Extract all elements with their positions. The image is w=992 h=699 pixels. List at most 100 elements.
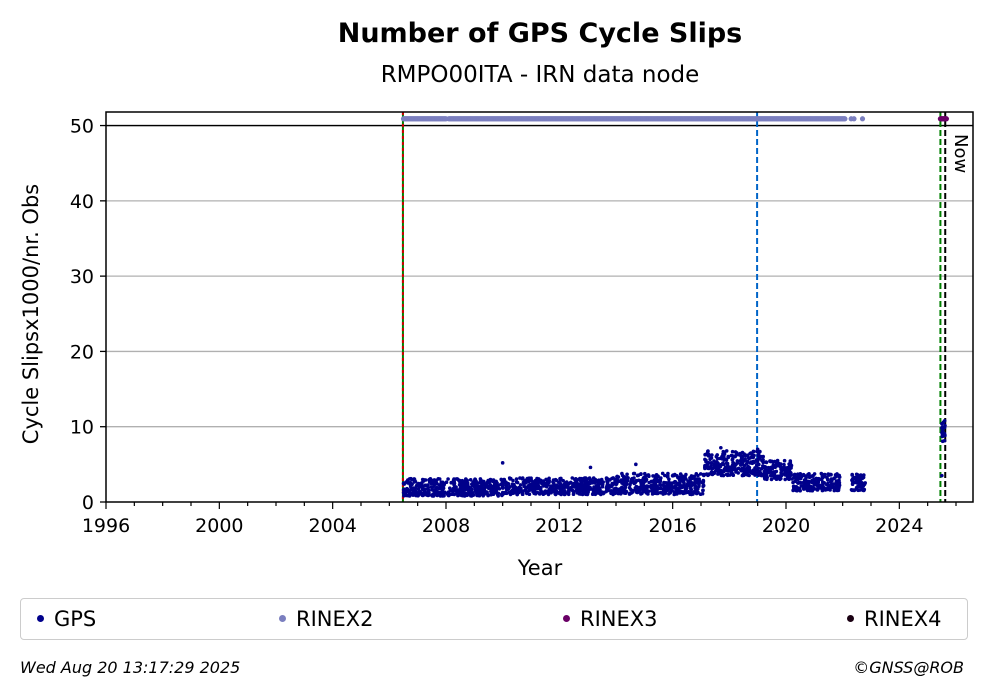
gps-point	[559, 492, 563, 496]
gps-point	[406, 481, 410, 485]
gps-point	[508, 477, 512, 481]
gps-point	[451, 492, 456, 497]
gps-point	[546, 492, 551, 497]
gps-point	[757, 457, 761, 461]
gps-point	[472, 478, 477, 483]
gps-point	[575, 490, 579, 495]
gps-point	[642, 475, 646, 480]
gps-point	[860, 481, 864, 485]
gps-point	[863, 481, 867, 485]
y-tick-label: 10	[70, 417, 94, 439]
gps-point	[861, 483, 866, 488]
gps-point	[441, 486, 446, 491]
gps-point	[467, 491, 471, 496]
legend-marker-rinex4	[847, 615, 854, 622]
gps-point	[446, 477, 450, 481]
gps-point	[681, 479, 686, 484]
legend-item-rinex2: RINEX2	[279, 607, 374, 631]
gps-point	[573, 477, 577, 482]
x-axis-label: Year	[517, 556, 563, 580]
gps-point	[820, 475, 825, 480]
gps-point	[439, 480, 444, 485]
gps-point	[788, 473, 793, 478]
gps-point	[619, 478, 624, 482]
gps-point	[703, 463, 707, 468]
gps-point	[655, 489, 659, 494]
gps-point	[740, 454, 745, 459]
gps-point	[772, 471, 776, 476]
gps-point	[829, 479, 833, 484]
gps-point	[661, 483, 666, 488]
legend-marker-gps	[37, 615, 44, 622]
gps-point	[471, 484, 476, 488]
gps-point	[401, 481, 406, 486]
gps-point	[522, 484, 526, 489]
rinex2-point	[851, 116, 857, 122]
gps-point	[620, 471, 624, 476]
rinex3-point	[943, 116, 950, 122]
gps-point	[752, 469, 757, 474]
gps-point	[401, 490, 406, 495]
gps-point	[695, 491, 699, 496]
gps-point	[528, 488, 532, 492]
gps-point	[535, 479, 540, 484]
gps-point	[812, 472, 817, 476]
gps-point	[539, 479, 544, 483]
gps-point	[689, 474, 694, 478]
gps-point	[652, 489, 656, 493]
gps-point	[597, 486, 602, 490]
gps-point	[489, 486, 494, 491]
gps-point	[710, 453, 714, 457]
gps-point	[785, 476, 790, 481]
gps-point	[759, 454, 764, 459]
legend-marker-rinex3	[563, 615, 570, 622]
gps-point	[726, 454, 730, 459]
gps-point	[535, 476, 539, 481]
gps-point	[647, 474, 651, 479]
gps-point	[544, 484, 549, 489]
gps-point	[580, 488, 584, 492]
gps-point	[572, 485, 577, 489]
gps-point	[580, 492, 585, 497]
gps-point	[754, 463, 759, 468]
gps-point	[512, 488, 516, 492]
gps-point	[445, 491, 450, 496]
gps-point	[718, 471, 722, 476]
gps-point	[940, 434, 945, 439]
gps-point	[850, 481, 855, 485]
gps-point	[596, 483, 600, 487]
gps-point	[704, 458, 708, 463]
gps-point	[491, 478, 495, 483]
gps-point	[678, 491, 682, 495]
gps-point	[756, 473, 761, 478]
gps-point	[495, 484, 499, 488]
gps-point	[775, 458, 780, 463]
gps-point	[426, 489, 431, 494]
plot-frame	[105, 111, 974, 503]
x-tick-label: 2004	[308, 515, 356, 537]
gps-point	[527, 476, 531, 481]
gps-point	[728, 473, 732, 477]
gps-point	[710, 467, 714, 471]
gps-point	[761, 460, 766, 465]
gps-point	[558, 481, 562, 485]
gps-point	[698, 492, 703, 497]
gps-point	[615, 474, 619, 479]
legend-label-gps: GPS	[54, 607, 97, 631]
gps-point	[683, 474, 687, 479]
gps-point	[834, 474, 838, 479]
gps-point	[709, 456, 714, 460]
gps-point	[426, 493, 430, 498]
gps-point	[942, 419, 947, 423]
gps-point	[637, 489, 641, 493]
gps-point	[431, 484, 436, 489]
gps-point	[694, 472, 699, 476]
gps-point	[504, 485, 509, 490]
gps-point	[594, 491, 598, 495]
gps-point	[653, 481, 658, 486]
gps-point	[712, 459, 716, 463]
gps-point	[409, 492, 414, 496]
gps-point	[673, 479, 677, 484]
gps-point	[861, 488, 865, 493]
gps-point	[677, 477, 682, 482]
